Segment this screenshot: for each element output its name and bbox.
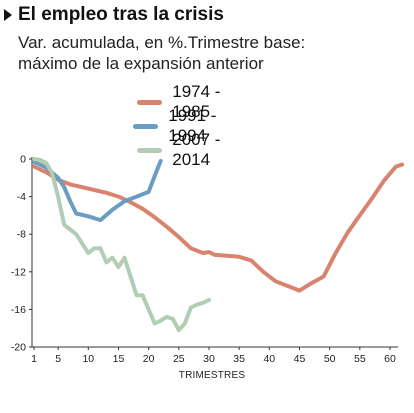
subtitle-line-2: máximo de la expansión anterior (18, 54, 264, 73)
legend-swatch-2007-2014 (137, 147, 163, 153)
y-tick-label: 0 (20, 154, 26, 166)
y-tick-label: -20 (11, 342, 26, 354)
title-bullet-icon (4, 9, 12, 21)
x-tick-label: 5 (55, 353, 61, 365)
legend-item-2007-2014: 2007 - 2014 (137, 130, 227, 170)
x-tick-label: 20 (143, 353, 155, 365)
y-tick-label: -16 (11, 304, 26, 316)
x-tick-label: 55 (354, 353, 366, 365)
legend-swatch-1974-1985 (137, 99, 163, 105)
subtitle-line-1: Var. acumulada, en %.Trimestre base: (18, 33, 306, 52)
x-tick-label: 60 (384, 353, 396, 365)
y-tick-label: -8 (17, 229, 26, 241)
axis-layer: 0-4-8-12-16-201 5 10 15 20 25 30 35 40 45 50 55 60TR… (11, 154, 398, 381)
legend-label-1974-1985: 1974 - 1985 (172, 82, 221, 121)
x-tick-label: 1 (31, 353, 37, 365)
legend-swatch-1991-1994 (133, 123, 159, 129)
x-axis-title: TRIMESTRES (179, 370, 246, 381)
x-tick-label: 35 (233, 353, 245, 365)
legend-item-1991-1994: 1991 - 1994 (133, 106, 223, 146)
x-tick-label: 15 (113, 353, 125, 365)
chart-subtitle: Var. acumulada, en %.Trimestre base: máx… (18, 32, 398, 74)
legend-label-1991-1994: 1991 - 1994 (168, 106, 217, 145)
legend-label-2007-2014: 2007 - 2014 (172, 130, 221, 169)
series-line-1991-1994 (32, 158, 163, 223)
x-tick-label: 25 (173, 353, 185, 365)
x-tick-label: 45 (294, 353, 306, 365)
series-layer (32, 157, 405, 333)
series-line-1974-1985 (32, 162, 405, 293)
chart-title: El empleo tras la crisis (18, 4, 224, 25)
x-tick-label: 50 (324, 353, 336, 365)
x-tick-label: 40 (263, 353, 275, 365)
chart-title-row: El empleo tras la crisis (4, 4, 224, 26)
x-tick-label: 30 (203, 353, 215, 365)
legend-item-1974-1985: 1974 - 1985 (137, 82, 227, 122)
y-tick-label: -12 (11, 266, 26, 278)
series-line-2007-2014 (32, 157, 211, 333)
x-tick-label: 10 (82, 353, 94, 365)
y-tick-label: -4 (17, 191, 26, 203)
